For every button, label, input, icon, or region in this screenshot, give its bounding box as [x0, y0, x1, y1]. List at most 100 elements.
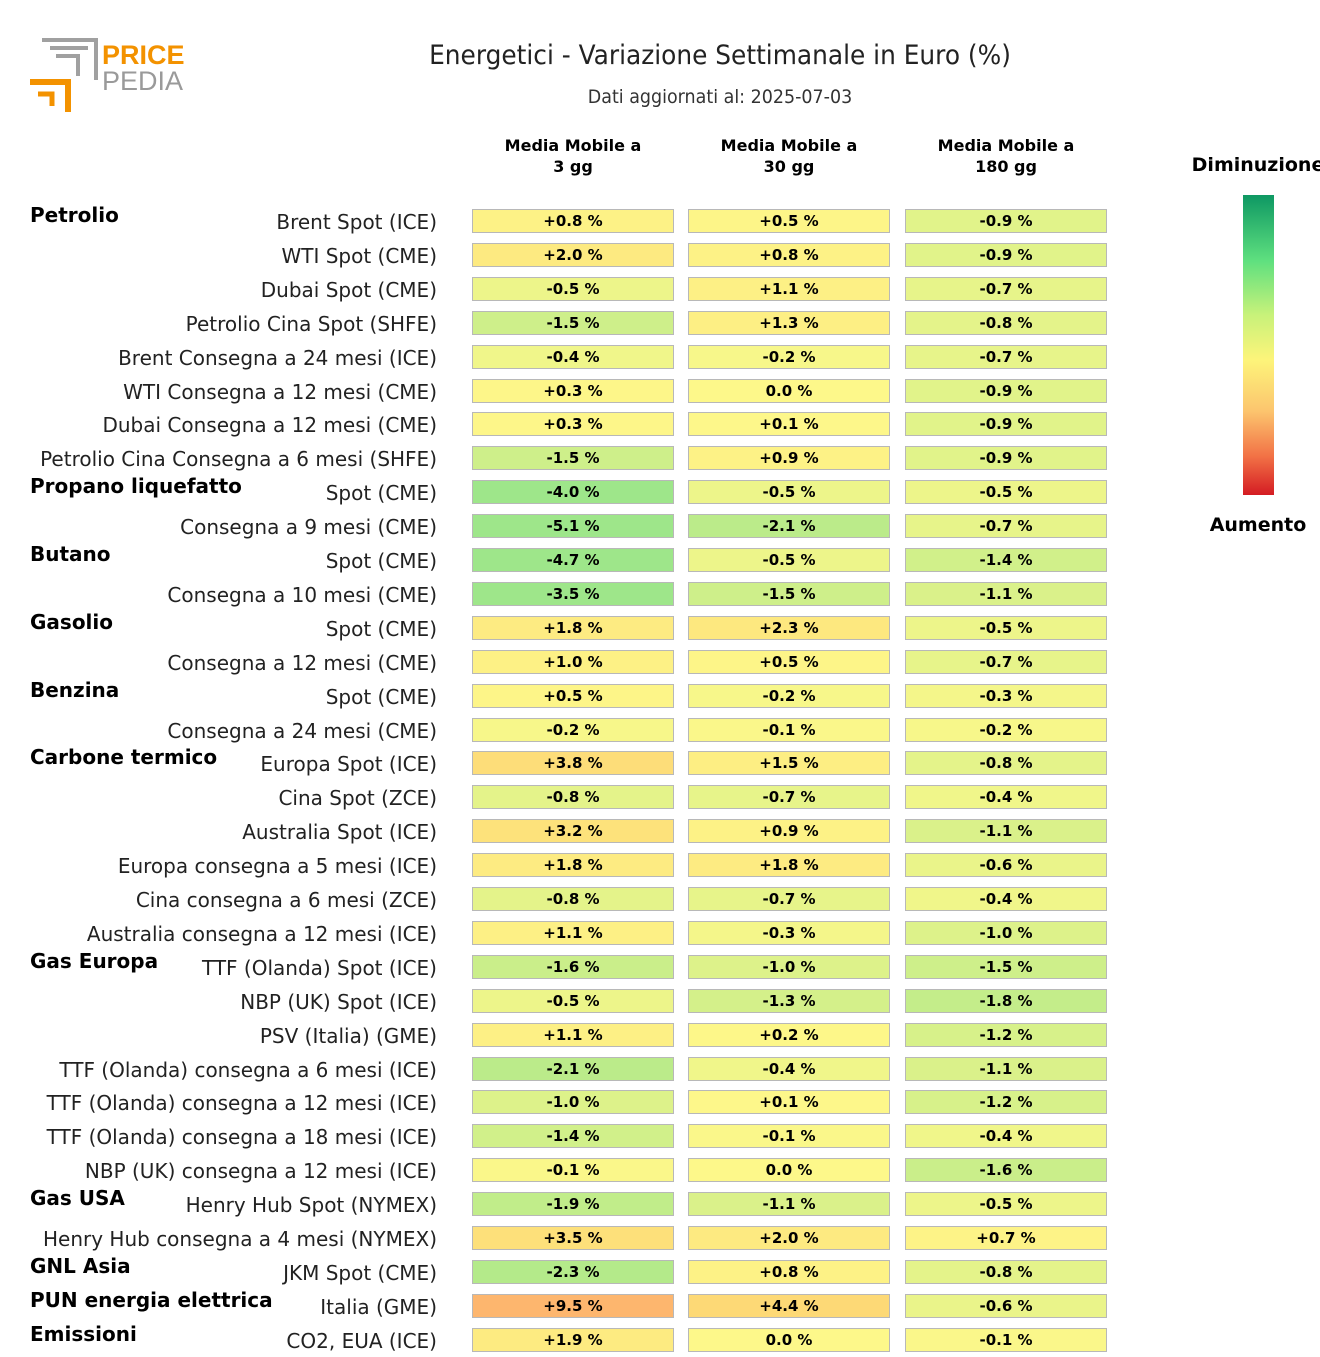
chart-subtitle: Dati aggiornati al: 2025-07-03: [587, 86, 853, 108]
pricepedia-logo: PRICE PEDIA: [30, 38, 185, 112]
value-cell: +0.9 %: [688, 446, 890, 471]
value-cell: -0.7 %: [688, 785, 890, 810]
value-cell: +1.8 %: [472, 853, 674, 878]
value-cell: -1.3 %: [688, 988, 890, 1013]
value-cell: +1.5 %: [688, 751, 890, 776]
row-label: Henry Hub consegna a 4 mesi (NYMEX): [42, 1227, 437, 1251]
value-cell: -0.4 %: [688, 1056, 890, 1081]
value-cell: -0.2 %: [688, 344, 890, 369]
value-cell: +0.7 %: [905, 1226, 1107, 1250]
row-label: TTF (Olanda) consegna a 6 mesi (ICE): [59, 1057, 437, 1082]
value-cell: -0.7 %: [905, 276, 1107, 301]
value-cell: -4.0 %: [472, 480, 674, 505]
value-cell: +0.2 %: [688, 1022, 890, 1047]
value-cell: -2.3 %: [472, 1259, 674, 1284]
row-label: Petrolio Cina Spot (SHFE): [185, 311, 437, 336]
value-cell: +3.5 %: [472, 1226, 674, 1250]
row-label: Dubai Consegna a 12 mesi (CME): [102, 413, 437, 438]
row-label: CO2, EUA (ICE): [286, 1328, 437, 1353]
value-cell: -0.2 %: [905, 717, 1107, 742]
row-label: Italia (GME): [320, 1294, 437, 1319]
row-label: Europa Spot (ICE): [260, 752, 437, 777]
row-label: Australia Spot (ICE): [242, 820, 437, 845]
row-label: Petrolio Cina Consegna a 6 mesi (SHFE): [40, 447, 437, 472]
value-cell: -0.7 %: [688, 887, 890, 911]
value-cell: -0.9 %: [905, 242, 1107, 267]
value-cell: -0.1 %: [472, 1158, 674, 1183]
value-cell: +1.3 %: [688, 310, 890, 335]
value-cell: +9.5 %: [472, 1293, 674, 1318]
value-cell: -1.0 %: [688, 954, 890, 979]
value-cell: 0.0 %: [688, 1327, 890, 1352]
column-header-2: Media Mobile a 30 gg: [720, 136, 858, 176]
value-cell: -0.5 %: [688, 548, 890, 572]
value-cell: -0.6 %: [905, 1293, 1107, 1318]
group-label: Gasolio: [30, 609, 114, 634]
row-label: NBP (UK) consegna a 12 mesi (ICE): [84, 1159, 437, 1184]
value-cell: -0.5 %: [905, 1192, 1107, 1217]
value-cell: -2.1 %: [688, 514, 890, 539]
value-cell: +1.1 %: [688, 276, 890, 301]
value-cell: +0.8 %: [472, 209, 674, 233]
value-cell: -1.5 %: [472, 446, 674, 471]
group-label: Propano liquefatto: [30, 474, 242, 499]
row-label: Spot (CME): [325, 481, 437, 506]
value-cell: +0.5 %: [688, 209, 890, 233]
value-cell: -0.8 %: [472, 785, 674, 810]
row-label: TTF (Olanda) Spot (ICE): [201, 955, 437, 980]
value-cell: +2.0 %: [472, 242, 674, 267]
row-label: Cina Spot (ZCE): [278, 786, 437, 811]
legend-top-label: Diminuzione: [1191, 154, 1320, 176]
color-scale-bar: [1243, 195, 1274, 495]
row-label: Spot (CME): [325, 549, 437, 573]
value-cell: -0.1 %: [905, 1327, 1107, 1352]
value-cell: +1.8 %: [472, 615, 674, 640]
value-cell: +2.3 %: [688, 615, 890, 640]
value-cell: +0.5 %: [688, 649, 890, 674]
value-cell: +0.9 %: [688, 819, 890, 844]
logo-pedia-text: PEDIA: [102, 66, 183, 96]
row-label: Consegna a 12 mesi (CME): [167, 650, 437, 675]
row-label: WTI Consegna a 12 mesi (CME): [123, 379, 437, 404]
value-cell: -0.7 %: [905, 649, 1107, 674]
group-label: Gas USA: [30, 1186, 125, 1211]
value-cell: -0.4 %: [472, 344, 674, 369]
group-label: Emissioni: [30, 1321, 137, 1346]
row-label: Consegna a 24 mesi (CME): [167, 718, 437, 743]
value-cell: -0.2 %: [688, 683, 890, 708]
value-cell: -1.6 %: [905, 1158, 1107, 1183]
value-cell: +0.3 %: [472, 378, 674, 403]
value-cell: -4.7 %: [472, 548, 674, 572]
value-cell: -2.1 %: [472, 1056, 674, 1081]
value-cell: -0.2 %: [472, 717, 674, 742]
row-label: Consegna a 10 mesi (CME): [167, 582, 437, 607]
row-label: JKM Spot (CME): [283, 1260, 437, 1285]
value-cell: -0.6 %: [905, 853, 1107, 878]
value-cell: -1.1 %: [905, 1056, 1107, 1081]
row-label: TTF (Olanda) consegna a 12 mesi (ICE): [46, 1091, 437, 1116]
group-label: Carbone termico: [30, 745, 218, 770]
row-label: NBP (UK) Spot (ICE): [240, 989, 437, 1014]
value-cell: -1.0 %: [472, 1090, 674, 1115]
value-cell: -0.3 %: [688, 920, 890, 945]
group-label: PUN energia elettrica: [30, 1287, 273, 1312]
value-cell: +1.9 %: [472, 1327, 674, 1352]
row-label: Brent Spot (ICE): [276, 210, 437, 234]
group-label: Gas Europa: [30, 948, 159, 973]
value-cell: -1.1 %: [905, 581, 1107, 606]
value-cell: -0.8 %: [905, 751, 1107, 776]
row-label: PSV (Italia) (GME): [259, 1023, 437, 1048]
row-label: WTI Spot (CME): [281, 243, 437, 268]
value-cell: -1.2 %: [905, 1090, 1107, 1115]
value-cell: -1.5 %: [688, 581, 890, 606]
value-cell: 0.0 %: [688, 378, 890, 403]
value-cell: -0.9 %: [905, 412, 1107, 437]
row-label: Dubai Spot (CME): [260, 277, 437, 302]
value-cell: -0.7 %: [905, 514, 1107, 539]
value-cell: -0.8 %: [472, 887, 674, 911]
chart-title: Energetici - Variazione Settimanale in E…: [429, 40, 1011, 71]
group-label: Benzina: [30, 677, 120, 702]
group-label: GNL Asia: [30, 1253, 131, 1278]
value-cell: +0.5 %: [472, 683, 674, 708]
value-cell: -0.8 %: [905, 1259, 1107, 1284]
